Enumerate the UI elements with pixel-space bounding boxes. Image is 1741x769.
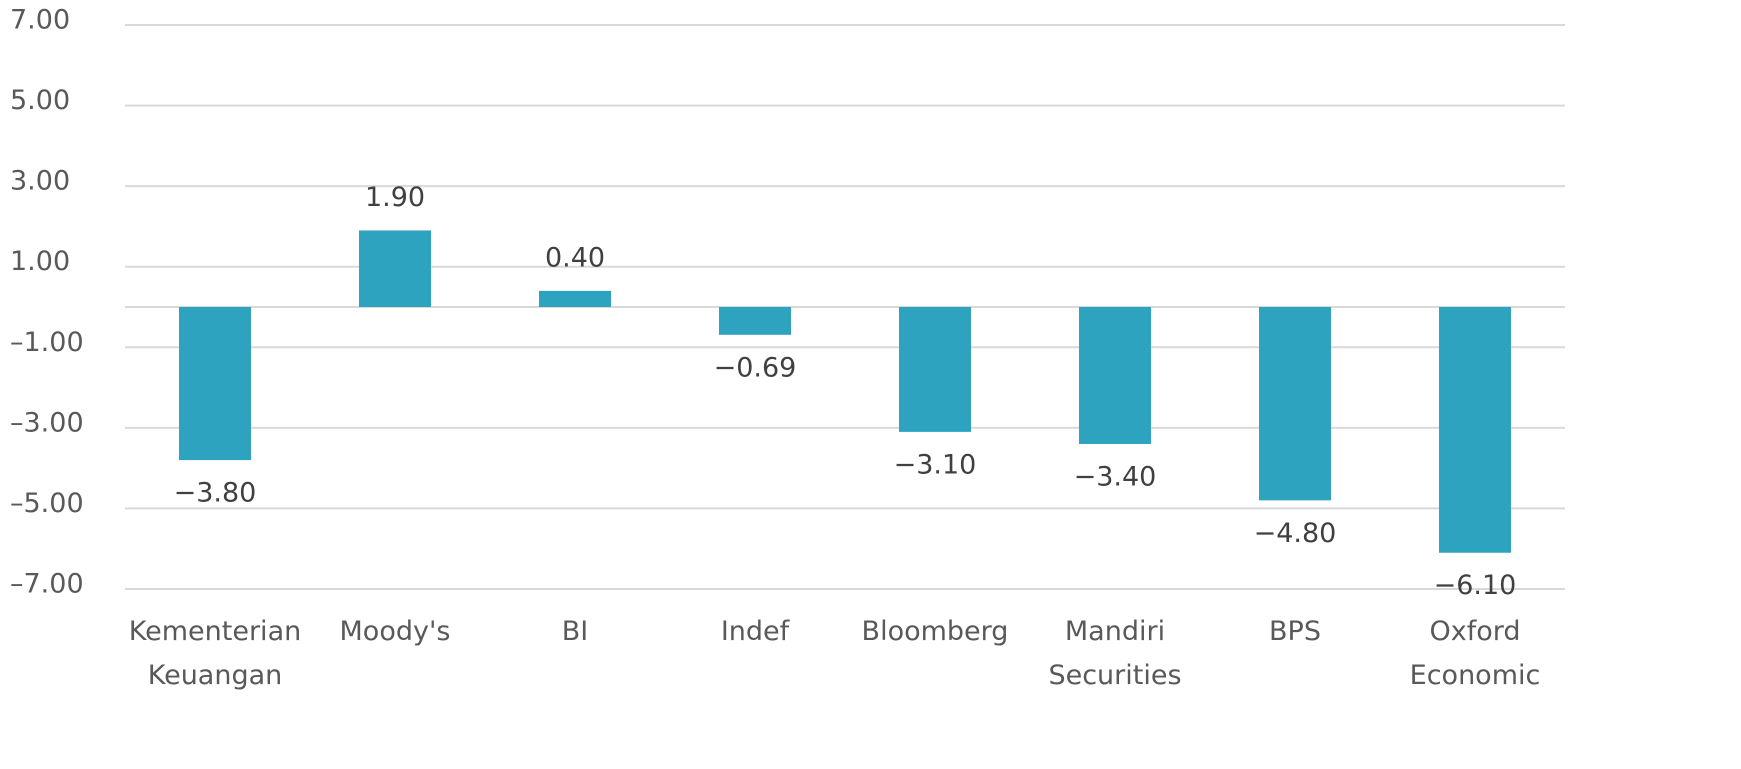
data-label: −3.40 [1074, 461, 1157, 492]
bar [719, 307, 791, 335]
bar [1259, 307, 1331, 501]
y-tick-label: 1.00 [10, 246, 70, 277]
x-tick-label: Indef [720, 616, 790, 647]
y-tick-label: –1.00 [10, 327, 84, 358]
data-label: −3.10 [894, 449, 977, 480]
x-tick-label: Bloomberg [861, 616, 1009, 647]
data-label: −3.80 [174, 478, 257, 509]
bar [539, 290, 611, 307]
x-tick-label: Oxford Economic [1409, 616, 1541, 691]
bar [179, 307, 251, 461]
x-tick-label: Moody's [339, 616, 451, 647]
data-label: −0.69 [714, 352, 797, 383]
bar [899, 307, 971, 432]
y-tick-label: –5.00 [10, 488, 84, 519]
x-tick-label: BPS [1269, 616, 1321, 647]
y-tick-label: 3.00 [10, 166, 70, 197]
y-tick-label: –3.00 [10, 407, 84, 438]
y-tick-label: 5.00 [10, 85, 70, 116]
bar [1079, 307, 1151, 444]
x-tick-label: Kementerian Keuangan [128, 616, 302, 691]
data-label: −6.10 [1434, 570, 1517, 601]
x-tick-label: Mandiri Securities [1048, 616, 1182, 691]
data-label: 1.90 [365, 182, 425, 213]
data-label: 0.40 [545, 242, 605, 273]
y-tick-label: –7.00 [10, 569, 84, 600]
data-label: −4.80 [1254, 518, 1337, 549]
y-tick-label: 7.00 [10, 5, 70, 36]
bar [359, 230, 431, 307]
x-tick-label: BI [561, 616, 589, 647]
bar [1439, 307, 1511, 553]
